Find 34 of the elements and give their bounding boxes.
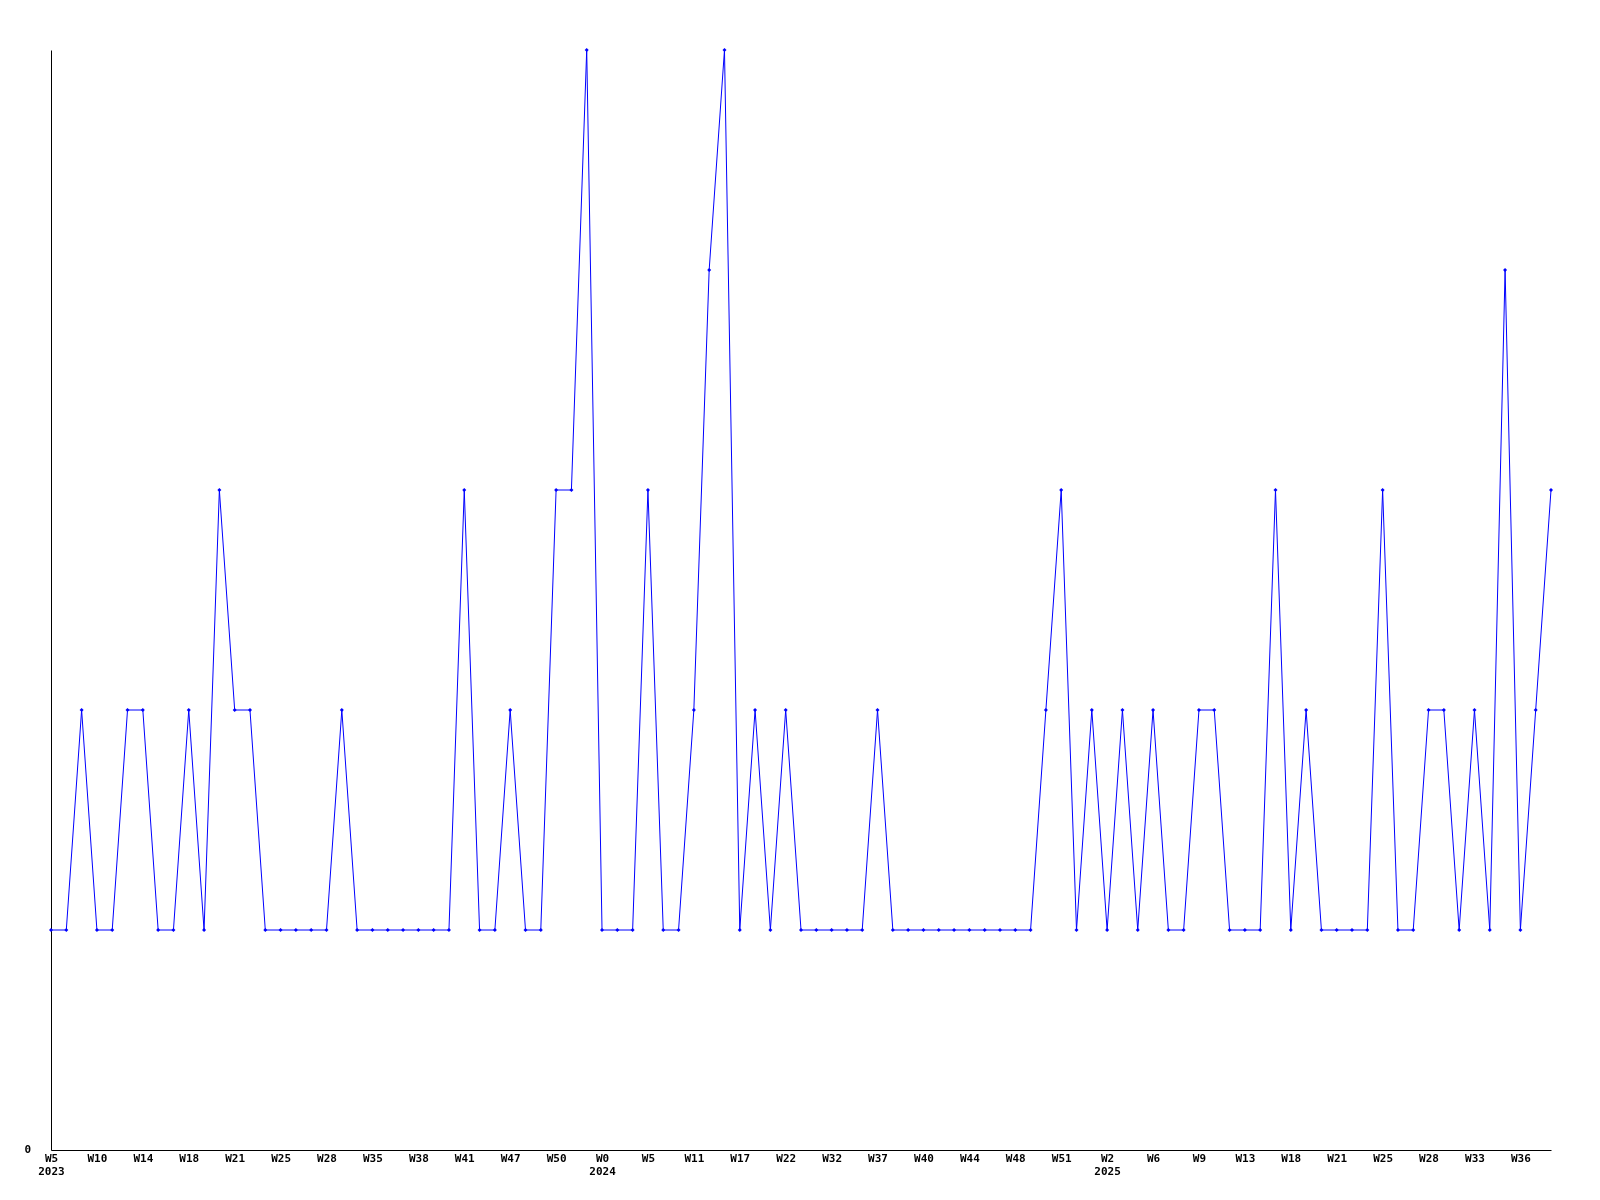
x-tick-label: W25 — [271, 1151, 292, 1165]
x-tick-label: W48 — [1005, 1151, 1026, 1165]
x-tick-label: W40 — [914, 1151, 934, 1165]
x-tick-label: W33 — [1465, 1151, 1485, 1165]
x-tick-label: W51 — [1051, 1151, 1073, 1165]
x-tick-label: W41 — [454, 1151, 476, 1165]
x-tick-label: W21 — [225, 1151, 246, 1165]
x-tick-label: W32 — [822, 1151, 843, 1165]
x-tick-label: W10 — [87, 1151, 108, 1165]
x-tick-label: W18 — [1281, 1151, 1302, 1165]
x-tick-label: W38 — [408, 1151, 429, 1165]
x-tick-label: W2 2025 — [1094, 1151, 1121, 1178]
text: 0 — [24, 1143, 31, 1156]
x-tick-label: W11 — [684, 1151, 705, 1165]
x-tick-label: W6 — [1146, 1151, 1161, 1165]
x-tick-label: W17 — [730, 1151, 751, 1165]
x-tick-label: W28 — [1419, 1151, 1439, 1165]
x-tick-label: W37 — [868, 1151, 888, 1165]
x-tick-label: W18 — [179, 1151, 200, 1165]
x-tick-label: W0 2024 — [589, 1151, 617, 1178]
x-tick-label: W9 — [1192, 1151, 1207, 1165]
x-tick-label: W44 — [959, 1151, 981, 1165]
x-tick-label: W13 — [1235, 1151, 1256, 1165]
x-tick-label: W21 — [1327, 1151, 1348, 1165]
x-tick-label: W5 — [641, 1151, 656, 1165]
x-tick-label: W36 — [1510, 1151, 1532, 1165]
x-tick-label: W28 — [317, 1151, 337, 1165]
x-tick-label: W47 — [500, 1151, 521, 1165]
x-tick-label: W14 — [133, 1151, 154, 1165]
x-tick-label: W50 — [546, 1151, 567, 1165]
x-tick-label: W22 — [776, 1151, 797, 1165]
x-tick-label: W25 — [1373, 1151, 1394, 1165]
x-tick-label: W35 — [362, 1151, 383, 1165]
x-tick-label: W5 2023 — [38, 1151, 65, 1178]
